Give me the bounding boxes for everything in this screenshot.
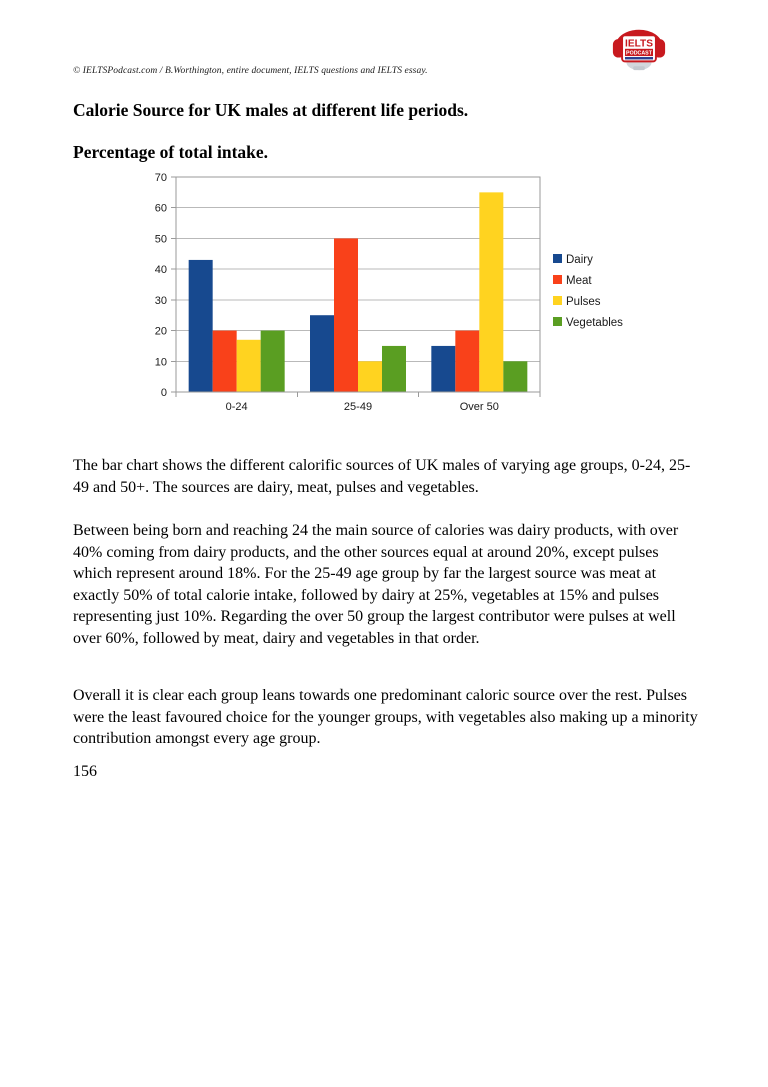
bar-pulses-over-50 xyxy=(479,192,504,392)
x-category-label: Over 50 xyxy=(460,401,499,413)
bar-vegetables-0-24 xyxy=(260,330,285,392)
bar-dairy-over-50 xyxy=(431,345,456,392)
bar-meat-over-50 xyxy=(455,330,480,392)
bar-chart-svg: 0 10 20 30 40 50 60 70 0-24 25-49 Over 50 Dairy Meat… xyxy=(155,172,623,413)
bar-pulses-25-49 xyxy=(358,361,382,392)
y-tick-label: 20 xyxy=(155,326,167,338)
logo-text-ielts: IELTS xyxy=(625,38,653,49)
x-category-label: 0-24 xyxy=(226,401,248,413)
legend-label-meat: Meat xyxy=(566,275,592,287)
y-tick-label: 30 xyxy=(155,295,167,307)
bar-dairy-0-24 xyxy=(188,259,213,392)
y-tick-label: 10 xyxy=(155,356,167,368)
paragraph-details: Between being born and reaching 24 the m… xyxy=(73,522,679,647)
plot-border xyxy=(175,176,541,393)
copyright-line: © IELTSPodcast.com / B.Worthington, enti… xyxy=(73,66,428,76)
bar-vegetables-25-49 xyxy=(382,345,406,392)
chart-subtitle: Percentage of total intake. xyxy=(73,142,269,162)
y-tick-label: 40 xyxy=(155,264,167,276)
logo-text-podcast: PODCAST xyxy=(626,51,653,57)
legend-label-vegetables: Vegetables xyxy=(566,317,623,329)
logo-blue-stripe xyxy=(624,57,654,60)
paragraph-intro: The bar chart shows the different calori… xyxy=(73,457,691,496)
legend-label-dairy: Dairy xyxy=(566,254,593,266)
legend-swatch-pulses xyxy=(553,296,562,305)
bar-chart: 0 10 20 30 40 50 60 70 0-24 25-49 Over 50 Dairy Meat… xyxy=(138,166,683,428)
y-tick-label: 70 xyxy=(155,172,167,184)
bar-dairy-25-49 xyxy=(310,315,334,392)
legend-label-pulses: Pulses xyxy=(566,296,601,308)
legend-swatch-dairy xyxy=(553,254,562,263)
y-tick-label: 0 xyxy=(161,387,167,399)
page-number: 156 xyxy=(73,763,97,780)
bar-pulses-0-24 xyxy=(236,339,261,392)
y-tick-label: 60 xyxy=(155,203,167,215)
bar-meat-0-24 xyxy=(212,330,237,392)
bar-vegetables-over-50 xyxy=(503,361,528,392)
ielts-podcast-logo: IELTS PODCAST xyxy=(612,29,666,71)
logo-podcast-stripe xyxy=(624,48,654,57)
page-title: Calorie Source for UK males at different… xyxy=(73,100,469,120)
logo-stand xyxy=(633,66,645,71)
y-tick-label: 50 xyxy=(155,233,167,245)
paragraph-overall: Overall it is clear each group leans tow… xyxy=(73,687,698,747)
legend-swatch-vegetables xyxy=(553,317,562,326)
x-category-label: 25-49 xyxy=(344,401,372,413)
bar-meat-25-49 xyxy=(334,238,358,392)
legend-swatch-meat xyxy=(553,275,562,284)
